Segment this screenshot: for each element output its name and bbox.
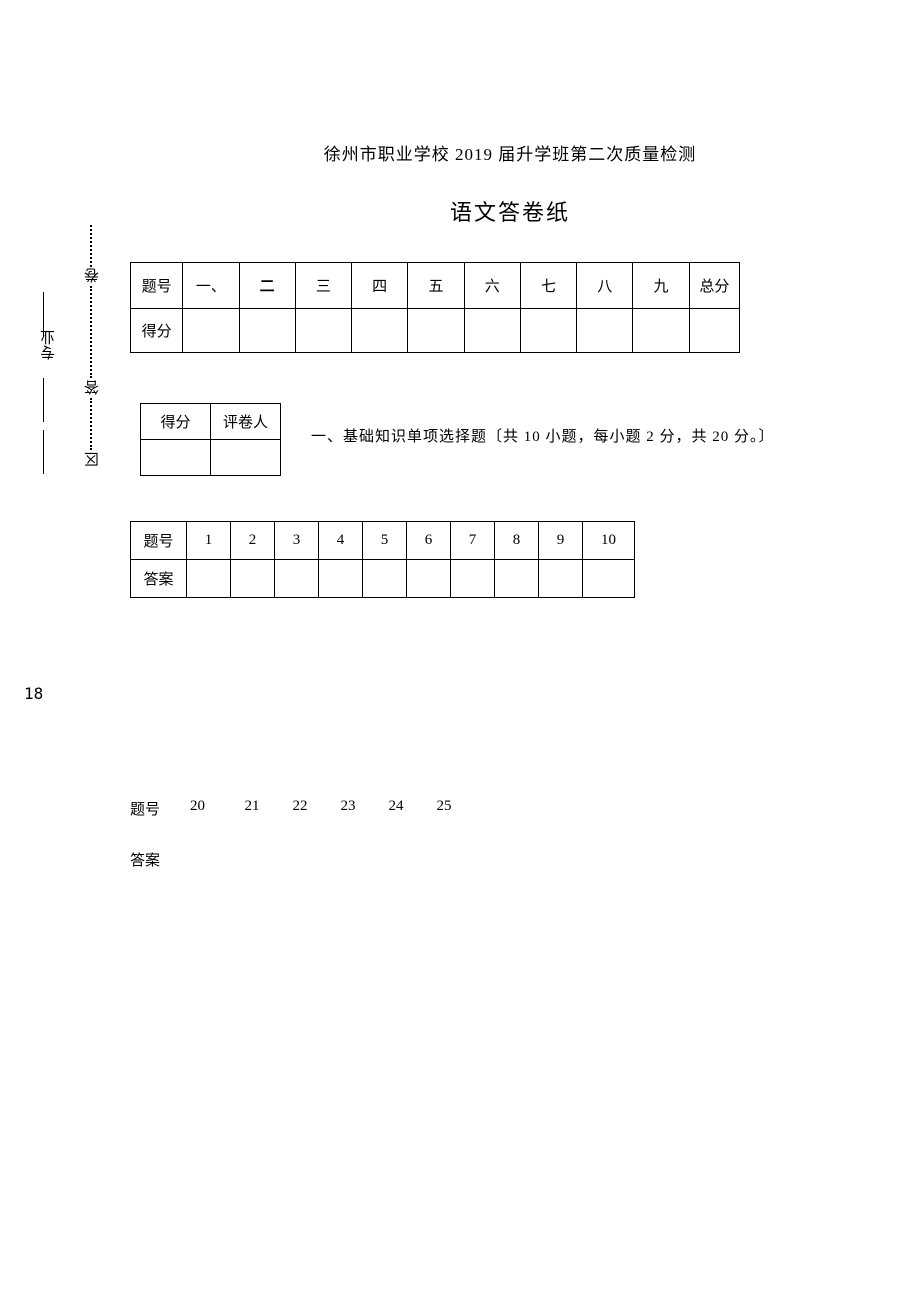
cell: 二 — [239, 263, 295, 309]
cell: 七 — [520, 263, 576, 309]
cell — [689, 309, 739, 353]
cell — [211, 440, 281, 476]
cell — [141, 440, 211, 476]
cell: 一、 — [183, 263, 239, 309]
cell — [451, 560, 495, 598]
table-row: 得分 — [131, 309, 740, 353]
cell — [495, 560, 539, 598]
cell: 21 — [228, 798, 276, 819]
cell — [577, 309, 633, 353]
cell — [231, 560, 275, 598]
cell: 5 — [363, 522, 407, 560]
cell — [319, 560, 363, 598]
cell: 3 — [275, 522, 319, 560]
cell: 五 — [408, 263, 464, 309]
cell-label: 答案 — [131, 560, 187, 598]
cell: 6 — [407, 522, 451, 560]
table-row — [141, 440, 281, 476]
table-row: 题号 1 2 3 4 5 6 7 8 9 10 — [131, 522, 635, 560]
cell — [464, 309, 520, 353]
cell-grader-label: 评卷人 — [211, 404, 281, 440]
cell: 25 — [420, 798, 468, 819]
cell-label: 题号 — [130, 798, 190, 819]
cell — [363, 560, 407, 598]
cell — [539, 560, 583, 598]
cell — [352, 309, 408, 353]
exam-title: 徐州市职业学校 2019 届升学班第二次质量检测 — [130, 140, 890, 165]
sidebar-text-da: 答 — [82, 380, 103, 395]
cell: 20 — [190, 798, 228, 819]
cell: 7 — [451, 522, 495, 560]
cell — [295, 309, 351, 353]
cell — [520, 309, 576, 353]
cell — [239, 309, 295, 353]
cell-label: 题号 — [131, 263, 183, 309]
sidebar-text-juan: 卷 — [82, 268, 103, 283]
sidebar-text-qu: 区 — [82, 452, 103, 467]
sidebar-text-major: 专业 — [38, 330, 59, 360]
table-row: 题号 一、 二 三 四 五 六 七 八 九 总分 — [131, 263, 740, 309]
grader-table: 得分 评卷人 — [140, 403, 281, 476]
table-row: 题号20 21 22 23 24 25 — [130, 798, 890, 819]
cell — [275, 560, 319, 598]
cell — [407, 560, 451, 598]
cell-label: 得分 — [131, 309, 183, 353]
table-row: 答案 — [131, 560, 635, 598]
cell: 八 — [577, 263, 633, 309]
cell: 9 — [539, 522, 583, 560]
section1-description: 一、基础知识单项选择题〔共 10 小题，每小题 2 分，共 20 分。〕 — [311, 425, 775, 446]
cell — [187, 560, 231, 598]
cell — [583, 560, 635, 598]
cell: 24 — [372, 798, 420, 819]
binding-margin: 专业 卷 答 区 — [42, 230, 102, 470]
cell-label: 题号 — [131, 522, 187, 560]
cell: 九 — [633, 263, 689, 309]
cell: 1 — [187, 522, 231, 560]
table-row: 得分 评卷人 — [141, 404, 281, 440]
cell — [183, 309, 239, 353]
page-number: 18 — [24, 684, 43, 703]
cell-label: 答案 — [130, 849, 190, 870]
cell: 六 — [464, 263, 520, 309]
table-row: 答案 — [130, 849, 890, 870]
cell: 三 — [295, 263, 351, 309]
main-content: 徐州市职业学校 2019 届升学班第二次质量检测 语文答卷纸 题号 一、 二 三… — [130, 140, 890, 900]
cell: 8 — [495, 522, 539, 560]
cell: 22 — [276, 798, 324, 819]
cell — [408, 309, 464, 353]
score-summary-table: 题号 一、 二 三 四 五 六 七 八 九 总分 得分 — [130, 262, 740, 353]
cell: 10 — [583, 522, 635, 560]
answer-section-2: 题号20 21 22 23 24 25 答案 — [130, 798, 890, 870]
cell: 四 — [352, 263, 408, 309]
cell: 23 — [324, 798, 372, 819]
cell — [633, 309, 689, 353]
cell-score-label: 得分 — [141, 404, 211, 440]
cell-total: 总分 — [689, 263, 739, 309]
cell: 2 — [231, 522, 275, 560]
answer-table-1: 题号 1 2 3 4 5 6 7 8 9 10 答案 — [130, 521, 635, 598]
cell: 4 — [319, 522, 363, 560]
exam-subtitle: 语文答卷纸 — [130, 195, 890, 227]
